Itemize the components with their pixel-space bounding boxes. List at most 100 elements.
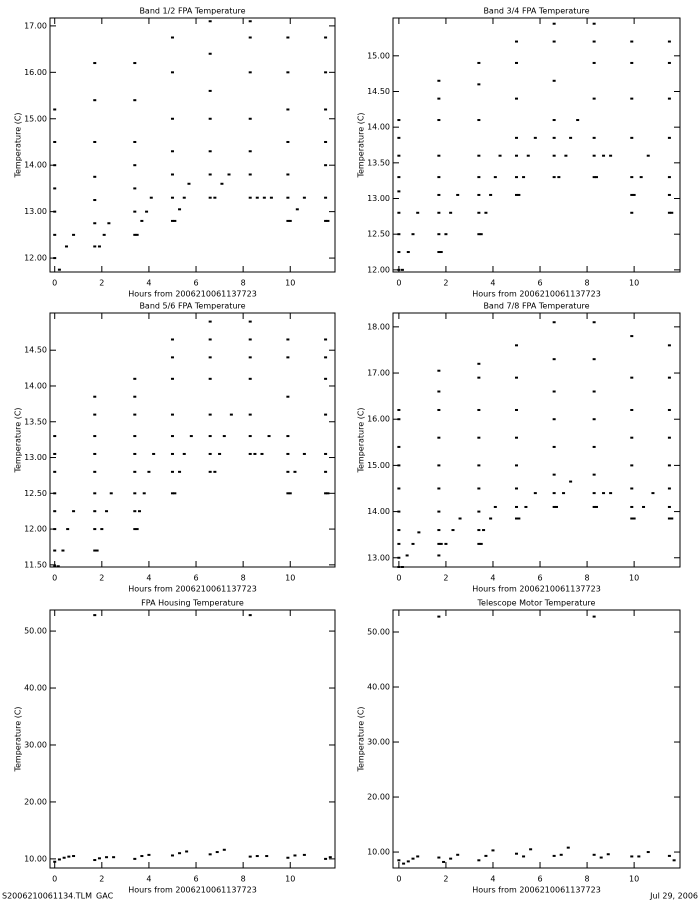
data-point bbox=[437, 510, 441, 513]
data-point bbox=[439, 251, 443, 254]
data-point bbox=[515, 852, 519, 855]
data-point bbox=[552, 390, 556, 393]
data-point bbox=[53, 164, 57, 167]
y-axis-label: Temperature (C) bbox=[14, 706, 23, 772]
x-tick-label: 4 bbox=[490, 875, 495, 884]
data-point bbox=[102, 233, 106, 236]
data-point bbox=[133, 492, 137, 495]
data-point bbox=[477, 529, 481, 532]
data-point bbox=[286, 435, 290, 438]
y-tick-label: 13.00 bbox=[24, 453, 47, 462]
data-point bbox=[222, 848, 226, 851]
data-point bbox=[178, 852, 182, 855]
data-point bbox=[592, 176, 596, 179]
data-point bbox=[288, 492, 292, 495]
y-tick-label: 40.00 bbox=[24, 684, 47, 693]
data-point bbox=[93, 492, 97, 495]
data-point bbox=[302, 196, 306, 199]
data-point bbox=[255, 855, 259, 858]
data-point bbox=[411, 542, 415, 545]
y-tick-label: 17.00 bbox=[24, 21, 47, 30]
data-point bbox=[552, 445, 556, 448]
data-point bbox=[397, 119, 401, 122]
data-point bbox=[482, 529, 486, 532]
data-point bbox=[449, 211, 453, 214]
data-point bbox=[229, 413, 233, 416]
data-point bbox=[630, 61, 634, 64]
data-point bbox=[484, 854, 488, 857]
data-point bbox=[93, 452, 97, 455]
data-point bbox=[397, 408, 401, 411]
data-point bbox=[630, 408, 634, 411]
data-point bbox=[95, 549, 99, 552]
data-point bbox=[397, 211, 401, 214]
data-point bbox=[397, 251, 401, 254]
data-point bbox=[397, 487, 401, 490]
data-point bbox=[170, 492, 174, 495]
data-point bbox=[248, 452, 252, 455]
data-point bbox=[222, 435, 226, 438]
y-tick-label: 13.00 bbox=[24, 207, 47, 216]
data-point bbox=[477, 408, 481, 411]
data-point bbox=[220, 182, 224, 185]
data-point bbox=[133, 470, 137, 473]
data-point bbox=[632, 193, 636, 196]
y-tick-label: 18.00 bbox=[367, 322, 390, 331]
data-point bbox=[133, 62, 137, 65]
data-point bbox=[286, 856, 290, 859]
x-tick-label: 4 bbox=[146, 875, 151, 884]
data-point bbox=[477, 542, 481, 545]
data-point bbox=[416, 855, 420, 858]
data-point bbox=[639, 176, 643, 179]
data-point bbox=[324, 36, 328, 39]
x-axis-label: Hours from 2006210061137723 bbox=[472, 585, 601, 594]
data-point bbox=[286, 71, 290, 74]
data-point bbox=[667, 505, 671, 508]
data-point bbox=[286, 36, 290, 39]
data-point bbox=[53, 492, 57, 495]
data-point bbox=[515, 408, 519, 411]
data-point bbox=[630, 193, 634, 196]
data-point bbox=[93, 413, 97, 416]
data-point bbox=[569, 480, 573, 483]
x-axis-label: Hours from 2006210061137723 bbox=[128, 886, 257, 895]
data-point bbox=[248, 338, 252, 341]
data-point bbox=[105, 856, 109, 859]
data-point bbox=[477, 510, 481, 513]
data-point bbox=[397, 154, 401, 157]
data-point bbox=[397, 529, 401, 532]
data-point bbox=[286, 492, 290, 495]
y-tick-label: 14.00 bbox=[367, 123, 390, 132]
data-point bbox=[328, 856, 332, 859]
x-tick-label: 0 bbox=[396, 279, 401, 288]
data-point bbox=[248, 20, 252, 23]
data-point bbox=[145, 210, 149, 213]
data-point bbox=[651, 492, 655, 495]
data-point bbox=[479, 233, 483, 236]
data-point bbox=[552, 79, 556, 82]
data-point bbox=[515, 487, 519, 490]
data-point bbox=[227, 173, 231, 176]
data-point bbox=[667, 211, 671, 214]
x-tick-label: 10 bbox=[285, 279, 295, 288]
y-tick-label: 13.50 bbox=[24, 417, 47, 426]
data-point bbox=[444, 233, 448, 236]
data-point bbox=[592, 40, 596, 43]
y-tick-label: 14.00 bbox=[24, 161, 47, 170]
plot-frame bbox=[49, 17, 336, 273]
data-point bbox=[477, 83, 481, 86]
data-point bbox=[93, 859, 97, 862]
data-point bbox=[522, 855, 526, 858]
x-tick-label: 2 bbox=[99, 574, 104, 583]
data-point bbox=[437, 251, 441, 254]
data-point bbox=[53, 210, 57, 213]
data-point bbox=[326, 492, 330, 495]
x-tick-label: 10 bbox=[629, 574, 639, 583]
data-point bbox=[667, 193, 671, 196]
data-point bbox=[437, 233, 441, 236]
data-point bbox=[93, 175, 97, 178]
data-point bbox=[397, 176, 401, 179]
x-tick-label: 2 bbox=[99, 875, 104, 884]
data-point bbox=[437, 119, 441, 122]
data-point bbox=[133, 857, 137, 860]
